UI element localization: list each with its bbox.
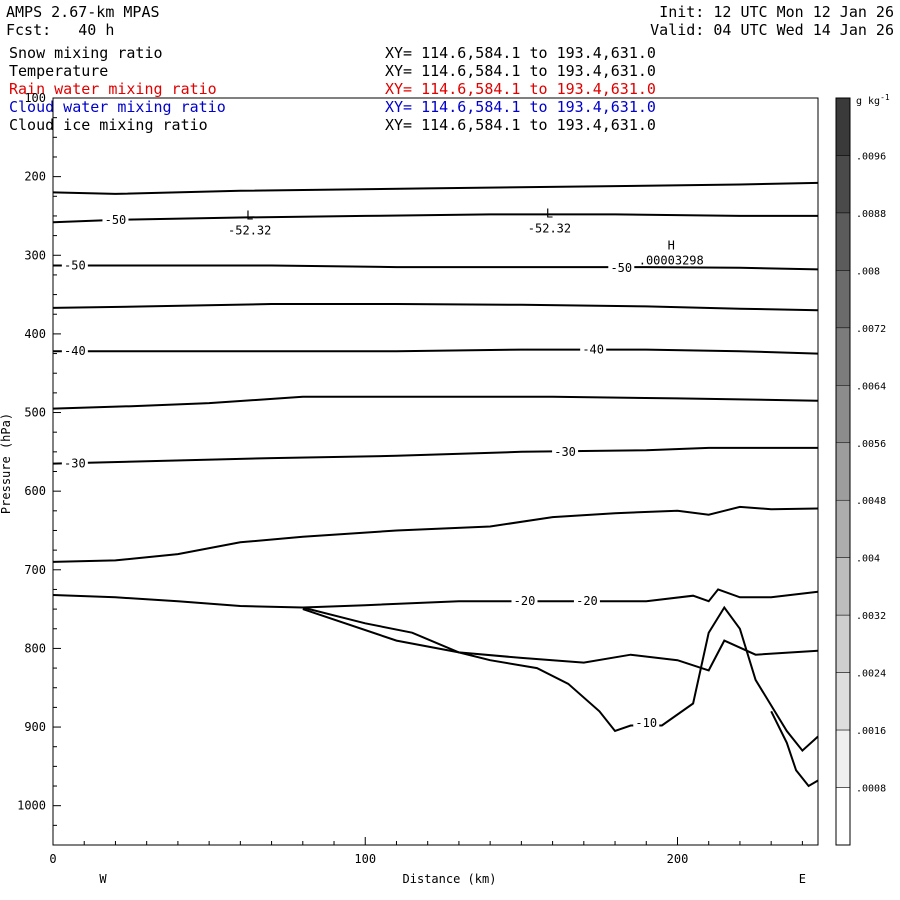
contour-label: -50 bbox=[610, 261, 632, 275]
contour-label: -10 bbox=[635, 716, 657, 730]
colorbar-level-label: .0064 bbox=[856, 381, 886, 392]
contour-label: -30 bbox=[554, 445, 576, 459]
colorbar-unit-exponent: -1 bbox=[880, 93, 890, 102]
colorbar-unit: g kg-1 bbox=[856, 93, 890, 107]
colorbar-level-label: .0024 bbox=[856, 669, 886, 680]
colorbar-segment bbox=[835, 155, 851, 214]
contour-label-bg bbox=[61, 344, 88, 358]
field-xy-range: XY= 114.6,584.1 to 193.4,631.0 bbox=[385, 80, 656, 98]
colorbar-segment bbox=[835, 557, 851, 616]
y-tick-label: 500 bbox=[24, 406, 46, 420]
mixing-ratio-contour bbox=[302, 605, 819, 753]
field-name: Cloud ice mixing ratio bbox=[9, 116, 208, 134]
isotherm-line bbox=[52, 588, 819, 609]
field-name: Snow mixing ratio bbox=[9, 44, 163, 62]
mixing-ratio-contour bbox=[302, 608, 819, 672]
isotherm-line bbox=[52, 181, 819, 195]
colorbar-segment bbox=[835, 212, 851, 271]
y-tick-label: 800 bbox=[24, 641, 46, 655]
extremum-marker: L bbox=[246, 209, 253, 223]
contour-label-bg bbox=[61, 456, 88, 470]
isotherm-line bbox=[53, 264, 819, 271]
isotherm-line bbox=[52, 303, 819, 312]
contour-label: -30 bbox=[64, 457, 86, 471]
colorbar-level-label: .004 bbox=[856, 554, 880, 565]
colorbar-segment bbox=[835, 729, 851, 788]
contour-label-bg bbox=[102, 212, 129, 226]
y-tick-label: 200 bbox=[24, 170, 46, 184]
isotherm-line bbox=[52, 505, 819, 563]
contour-label-bg bbox=[580, 342, 607, 356]
colorbar-level-label: .0008 bbox=[856, 784, 886, 795]
init-time: Init: 12 UTC Mon 12 Jan 26 bbox=[659, 3, 894, 21]
contour-label-bg bbox=[552, 444, 579, 458]
west-label: W bbox=[99, 872, 107, 886]
extremum-marker: L bbox=[546, 206, 553, 220]
colorbar-level-label: .0048 bbox=[856, 496, 886, 507]
colorbar-level-label: .0096 bbox=[856, 151, 886, 162]
field-name: Rain water mixing ratio bbox=[9, 80, 217, 98]
isotherm-line bbox=[52, 395, 819, 410]
colorbar-segment bbox=[835, 787, 851, 846]
x-tick-label: 100 bbox=[354, 852, 376, 866]
y-axis-label: Pressure (hPa) bbox=[0, 413, 13, 514]
field-xy-range: XY= 114.6,584.1 to 193.4,631.0 bbox=[385, 116, 656, 134]
forecast-hour: Fcst: 40 h bbox=[6, 21, 115, 39]
colorbar-level-label: .008 bbox=[856, 266, 880, 277]
colorbar-segment bbox=[835, 270, 851, 329]
colorbar-segment bbox=[835, 672, 851, 731]
contour-label: -50 bbox=[64, 258, 86, 272]
contour-label: -20 bbox=[514, 594, 536, 608]
y-tick-label: 700 bbox=[24, 563, 46, 577]
contour-label: -20 bbox=[576, 594, 598, 608]
colorbar-segment bbox=[835, 327, 851, 386]
x-axis-label: Distance (km) bbox=[403, 872, 497, 886]
contour-label: -50 bbox=[105, 213, 127, 227]
field-xy-range: XY= 114.6,584.1 to 193.4,631.0 bbox=[385, 98, 656, 116]
extremum-marker: H bbox=[668, 239, 675, 253]
plot-frame bbox=[52, 97, 819, 846]
colorbar-frame bbox=[835, 97, 851, 846]
isotherm-line bbox=[52, 213, 818, 224]
colorbar-level-label: .0016 bbox=[856, 726, 886, 737]
extremum-value: -52.32 bbox=[528, 221, 571, 235]
extremum-value: .00003298 bbox=[639, 254, 704, 268]
model-title: AMPS 2.67-km MPAS bbox=[6, 3, 160, 21]
contour-label-bg bbox=[608, 260, 635, 274]
y-tick-label: 400 bbox=[24, 327, 46, 341]
valid-time: Valid: 04 UTC Wed 14 Jan 26 bbox=[650, 21, 894, 39]
y-tick-label: 300 bbox=[24, 248, 46, 262]
colorbar-level-label: .0032 bbox=[856, 611, 886, 622]
x-tick-label: 0 bbox=[49, 852, 56, 866]
extremum-value: -52.32 bbox=[228, 224, 271, 238]
isotherm-line bbox=[52, 446, 818, 465]
contour-label: -40 bbox=[582, 343, 604, 357]
x-tick-label: 200 bbox=[667, 852, 689, 866]
y-tick-label: 100 bbox=[24, 91, 46, 105]
colorbar-level-label: .0072 bbox=[856, 324, 886, 335]
contour-label-bg bbox=[633, 716, 660, 730]
contour-label-bg bbox=[573, 594, 600, 608]
y-tick-label: 900 bbox=[24, 720, 46, 734]
colorbar-level-label: .0088 bbox=[856, 209, 886, 220]
field-name: Temperature bbox=[9, 62, 109, 80]
contour-label-bg bbox=[511, 594, 538, 608]
colorbar-segment bbox=[835, 499, 851, 558]
colorbar-segment bbox=[835, 385, 851, 444]
field-xy-range: XY= 114.6,584.1 to 193.4,631.0 bbox=[385, 62, 656, 80]
colorbar-segment bbox=[835, 614, 851, 673]
y-tick-label: 1000 bbox=[17, 799, 46, 813]
contour-label-bg bbox=[61, 258, 88, 272]
colorbar-segment bbox=[835, 97, 851, 156]
field-name: Cloud water mixing ratio bbox=[9, 98, 226, 116]
east-label: E bbox=[799, 872, 806, 886]
contour-label: -40 bbox=[64, 344, 86, 358]
colorbar-segment bbox=[835, 442, 851, 501]
mixing-ratio-contour bbox=[770, 710, 819, 788]
field-xy-range: XY= 114.6,584.1 to 193.4,631.0 bbox=[385, 44, 656, 62]
isotherm-line bbox=[53, 348, 819, 355]
y-tick-label: 600 bbox=[24, 484, 46, 498]
colorbar-level-label: .0056 bbox=[856, 439, 886, 450]
